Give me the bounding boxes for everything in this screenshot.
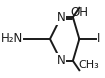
Text: N: N <box>57 11 65 24</box>
Text: N: N <box>57 54 65 67</box>
Text: CH₃: CH₃ <box>78 60 99 70</box>
Text: OH: OH <box>70 6 88 19</box>
Text: I: I <box>97 33 100 45</box>
Text: H₂N: H₂N <box>1 33 23 45</box>
